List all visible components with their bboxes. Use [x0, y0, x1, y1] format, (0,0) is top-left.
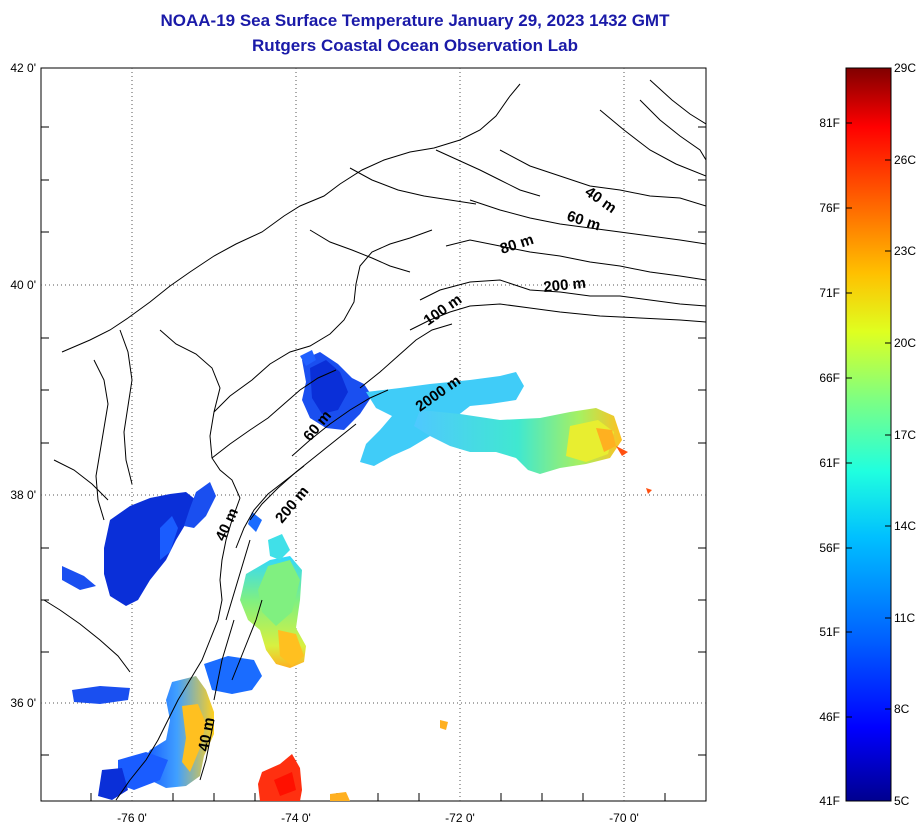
colorbar-label-f: 71F — [819, 286, 840, 300]
colorbar-label-c: 5C — [894, 794, 910, 808]
lat-label: 40 0' — [10, 278, 36, 292]
colorbar-label-f: 81F — [819, 116, 840, 130]
lon-label: -74 0' — [281, 811, 311, 825]
colorbar — [845, 67, 892, 802]
colorbar-label-f: 76F — [819, 201, 840, 215]
bathymetry-contours — [199, 79, 706, 781]
lon-label: -70 0' — [609, 811, 639, 825]
colorbar-label-f: 41F — [819, 794, 840, 808]
axis-ticks — [41, 126, 706, 801]
colorbar-ticks — [846, 67, 891, 718]
colorbar-label-c: 11C — [894, 611, 915, 625]
colorbar-label-c: 8C — [894, 702, 910, 716]
colorbar-label-f: 56F — [819, 541, 840, 555]
contour-label: 200 m — [543, 275, 587, 296]
colorbar-fahrenheit-labels: 81F 76F 71F 66F 61F 56F 51F 46F 41F — [819, 116, 840, 808]
colorbar-label-c: 20C — [894, 336, 916, 350]
map-subtitle: Rutgers Coastal Ocean Observation Lab — [252, 36, 578, 55]
sst-field — [62, 350, 652, 801]
lat-label: 42 0' — [10, 61, 36, 75]
colorbar-label-f: 51F — [819, 625, 840, 639]
longitude-labels: -76 0' -74 0' -72 0' -70 0' — [117, 811, 639, 825]
colorbar-label-c: 29C — [894, 61, 916, 75]
lat-label: 38 0' — [10, 488, 36, 502]
graticule — [41, 68, 706, 801]
colorbar-label-f: 61F — [819, 456, 840, 470]
colorbar-label-c: 23C — [894, 244, 916, 258]
coastline — [43, 83, 541, 801]
map-title: NOAA-19 Sea Surface Temperature January … — [160, 11, 670, 30]
lon-label: -72 0' — [445, 811, 475, 825]
lat-label: 36 0' — [10, 696, 36, 710]
colorbar-celsius-labels: 29C 26C 23C 20C 17C 14C 11C 8C 5C — [894, 61, 916, 808]
colorbar-label-c: 14C — [894, 519, 916, 533]
contour-label: 40 m — [195, 716, 218, 753]
colorbar-label-f: 66F — [819, 371, 840, 385]
colorbar-label-f: 46F — [819, 710, 840, 724]
lon-label: -76 0' — [117, 811, 147, 825]
colorbar-label-c: 17C — [894, 428, 916, 442]
colorbar-label-c: 26C — [894, 153, 916, 167]
latitude-labels: 42 0' 40 0' 38 0' 36 0' — [10, 61, 36, 710]
